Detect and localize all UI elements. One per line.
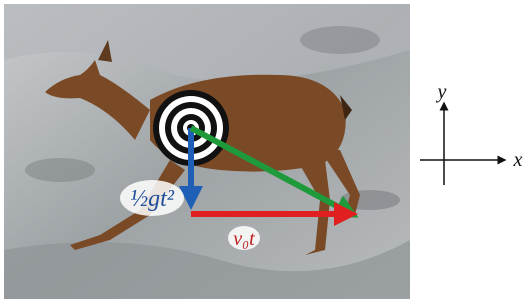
y-axis-label: y: [436, 81, 447, 103]
page: ½gt² v₀t y x (() => { const data = JSON.…: [0, 0, 528, 303]
travel-label: v₀t: [233, 228, 255, 250]
x-axis-label: x: [513, 149, 523, 171]
axes: y x: [420, 81, 523, 185]
drop-label: ½gt²: [130, 186, 175, 212]
figure: ½gt² v₀t y x: [0, 0, 528, 303]
